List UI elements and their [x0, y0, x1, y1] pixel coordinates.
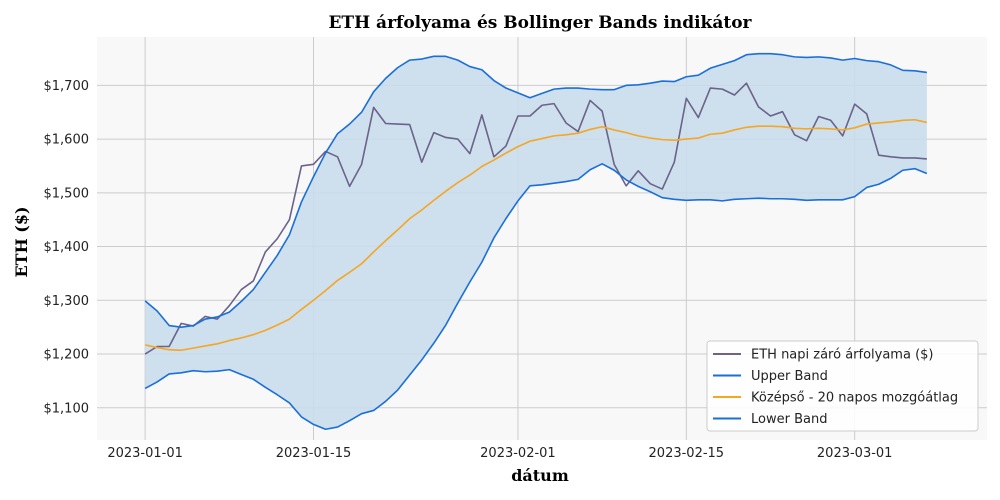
tick-labels: $1,100 $1,200 $1,300 $1,400 $1,500 $1,600 $1,7… [44, 79, 893, 461]
legend-box [706, 340, 979, 432]
x-tick-label: 2023-02-01 [480, 446, 556, 461]
y-tick-label: $1,400 [44, 240, 90, 255]
legend-entry: ETH napi záró árfolyama ($) [751, 348, 934, 363]
legend-entry: Középső - 20 napos mozgóátlag [751, 391, 958, 406]
x-tick-label: 2023-02-15 [649, 446, 725, 461]
legend-entry: Upper Band [751, 369, 828, 384]
y-tick-label: $1,100 [44, 401, 90, 416]
y-tick-label: $1,300 [44, 294, 90, 309]
legend-entry: Lower Band [751, 412, 827, 427]
x-tick-label: 2023-03-01 [817, 446, 893, 461]
y-tick-label: $1,600 [44, 133, 90, 148]
legend: ETH napi záró árfolyama ($) Upper Band Köz… [706, 340, 979, 432]
series-line-lower [144, 163, 928, 431]
bollinger-band-fill [145, 53, 927, 430]
series-line-close [144, 82, 927, 355]
series-lines [144, 52, 928, 431]
x-tick-label: 2023-01-15 [276, 446, 352, 461]
x-axis-label: dátum [511, 466, 569, 485]
x-tick-label: 2023-01-01 [107, 446, 183, 461]
y-axis-label: ETH ($) [12, 206, 31, 277]
y-tick-label: $1,700 [44, 79, 90, 94]
band-layer [145, 53, 927, 430]
series-line-middle [144, 118, 928, 352]
series-line-upper [144, 52, 927, 328]
y-tick-label: $1,200 [44, 348, 90, 363]
chart-title: ETH árfolyama és Bollinger Bands indikát… [328, 13, 752, 33]
y-tick-label: $1,500 [44, 186, 90, 201]
